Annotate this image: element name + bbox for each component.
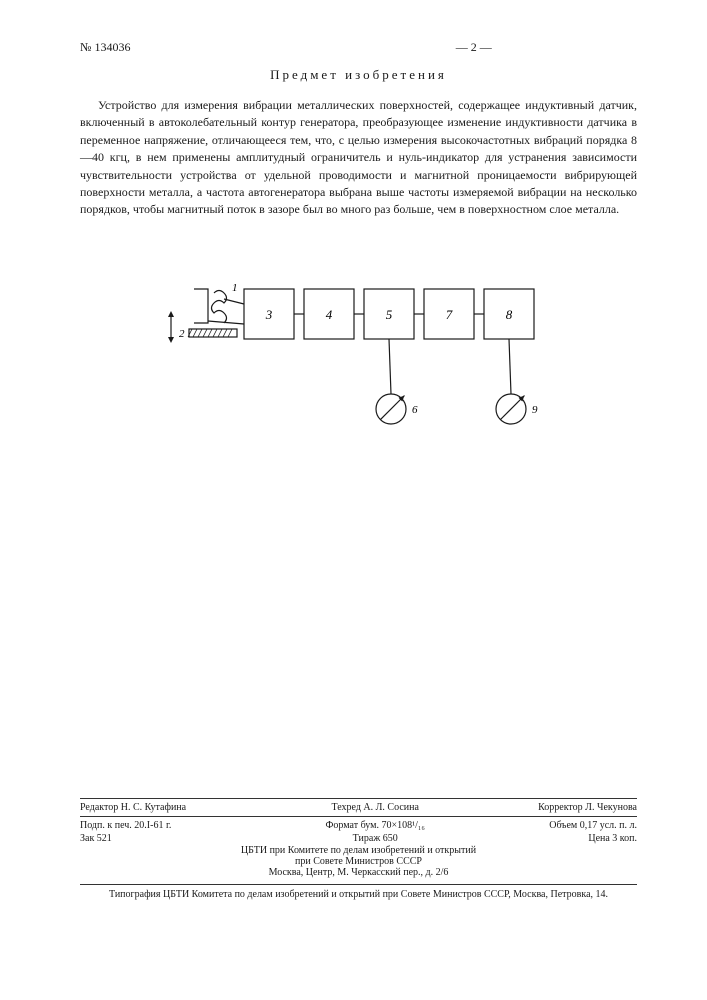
editor-credit: Редактор Н. С. Кутафина: [80, 801, 281, 814]
section-title: Предмет изобретения: [80, 67, 637, 83]
svg-text:7: 7: [445, 307, 452, 322]
svg-text:6: 6: [412, 404, 418, 416]
svg-text:5: 5: [385, 307, 392, 322]
print-date: Подп. к печ. 20.I-61 г.: [80, 819, 281, 832]
volume: Объем 0,17 усл. п. л.: [470, 819, 637, 832]
page-header: № 134036 — 2 —: [80, 40, 637, 55]
svg-text:8: 8: [505, 307, 512, 322]
doc-number: № 134036: [80, 40, 130, 55]
print-run: Тираж 650: [281, 832, 470, 845]
paper-format: Формат бум. 70×108¹/₁₆: [281, 819, 470, 832]
publisher-line2: при Совете Министров СССР: [80, 856, 637, 867]
svg-text:1: 1: [232, 282, 238, 294]
svg-text:2: 2: [179, 328, 185, 340]
price: Цена 3 коп.: [470, 832, 637, 845]
typography-line: Типография ЦБТИ Комитета по делам изобре…: [80, 889, 637, 900]
page-number: — 2 —: [456, 40, 492, 55]
svg-text:9: 9: [532, 404, 538, 416]
corrector-credit: Корректор Л. Чекунова: [470, 801, 637, 814]
diagram-svg: 3 4 5 7 8 1 2 6 9: [159, 249, 559, 449]
svg-text:3: 3: [264, 307, 272, 322]
order-num: Зак 521: [80, 832, 281, 845]
publisher-address: Москва, Центр, М. Черкасский пер., д. 2/…: [80, 867, 637, 878]
body-paragraph: Устройство для измерения вибрации металл…: [80, 97, 637, 219]
svg-text:4: 4: [325, 307, 332, 322]
publisher-line1: ЦБТИ при Комитете по делам изобретений и…: [80, 845, 637, 856]
block-diagram: 3 4 5 7 8 1 2 6 9: [80, 249, 637, 454]
techred-credit: Техред А. Л. Сосина: [281, 801, 470, 814]
footer-block: Редактор Н. С. Кутафина Техред А. Л. Сос…: [80, 796, 637, 900]
